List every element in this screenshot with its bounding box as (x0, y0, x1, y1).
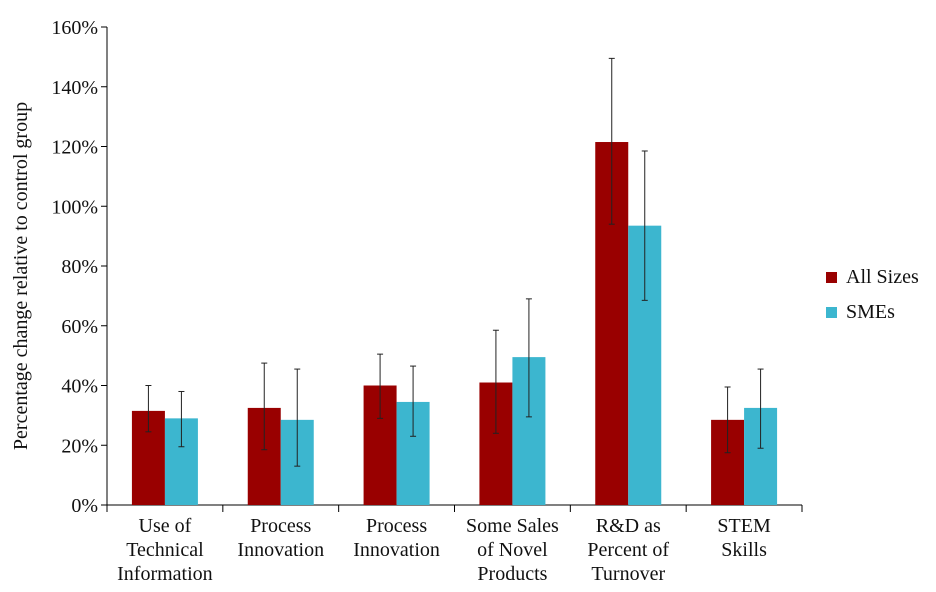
legend-label: All Sizes (846, 266, 919, 288)
y-tick-label: 0% (71, 495, 98, 517)
axes (101, 26, 803, 512)
x-category-label: Process Innovation (353, 515, 440, 561)
x-category-label: Use of Technical Information (117, 515, 213, 585)
y-tick-label: 40% (61, 376, 98, 398)
legend: All Sizes SMEs (826, 266, 919, 323)
axis-labels: 0% 20% 40% 60% 80% 100% 120% 140% 160% Use of Tech… (10, 17, 771, 585)
x-category-label: R&D as Percent of Turnover (587, 515, 669, 585)
y-axis-title: Percentage change relative to control gr… (10, 102, 32, 450)
y-tick-label: 120% (51, 137, 98, 159)
x-category-label: Some Sales of Novel Products (466, 515, 559, 585)
y-tick-label: 160% (51, 17, 98, 39)
y-tick-label: 60% (61, 316, 98, 338)
y-tick-label: 20% (61, 435, 98, 457)
error-bars (145, 57, 764, 467)
legend-swatch (826, 272, 837, 283)
y-tick-label: 80% (61, 256, 98, 278)
y-tick-label: 100% (51, 196, 98, 218)
y-tick-label: 140% (51, 77, 98, 99)
bars (131, 142, 778, 506)
x-category-label: Process Innovation (237, 515, 324, 561)
legend-swatch (826, 307, 837, 318)
legend-label: SMEs (846, 301, 895, 323)
x-category-label: STEM Skills (717, 515, 771, 561)
